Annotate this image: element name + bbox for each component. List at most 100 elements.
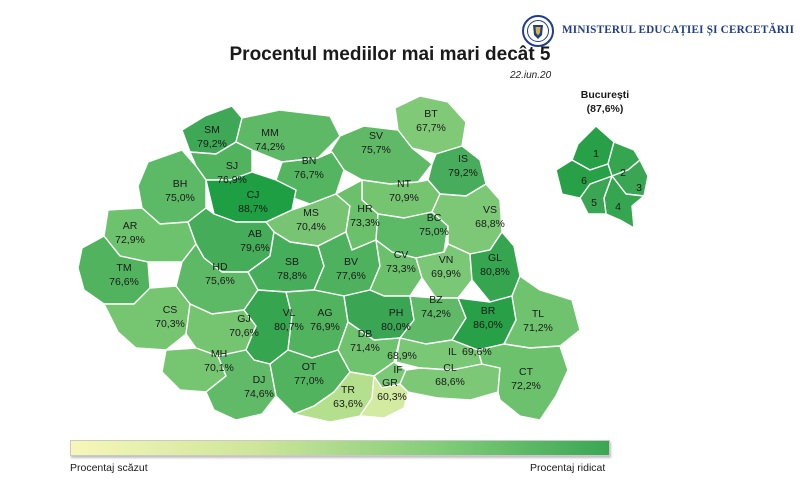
county-code-CT: CT — [519, 366, 534, 378]
county-code-AB: AB — [248, 228, 262, 240]
legend-low-label: Procentaj scăzut — [70, 462, 148, 474]
county-value-DB: 71,4% — [350, 342, 380, 354]
county-code-GJ: GJ — [237, 313, 250, 325]
county-value-IL: 69,6% — [462, 346, 492, 358]
county-value-HD: 75,6% — [205, 275, 235, 287]
county-CT[interactable] — [477, 343, 569, 421]
county-value-BZ: 74,2% — [421, 308, 451, 320]
county-code-IS: IS — [458, 153, 468, 165]
county-value-TR: 63,6% — [333, 398, 363, 410]
county-code-BV: BV — [344, 256, 358, 268]
county-code-TR: TR — [341, 384, 355, 396]
bucharest-inset: 1 2 3 4 5 6 — [555, 125, 649, 229]
county-code-MS: MS — [303, 207, 319, 219]
legend-high-label: Procentaj ridicat — [530, 462, 606, 474]
county-value-CV: 73,3% — [386, 263, 416, 275]
county-code-OT: OT — [302, 361, 317, 373]
bucharest-sector-6[interactable] — [555, 159, 613, 199]
sector-label-5: 5 — [591, 197, 597, 209]
county-code-CJ: CJ — [247, 189, 260, 201]
county-code-VS: VS — [483, 204, 497, 216]
county-TL[interactable] — [503, 275, 581, 349]
county-code-DJ: DJ — [253, 374, 266, 386]
report-date: 22.iun.20 — [510, 70, 552, 81]
county-code-VL: VL — [283, 307, 296, 319]
county-shapes — [77, 95, 581, 423]
county-value-SJ: 76,9% — [217, 174, 247, 186]
county-value-BR: 86,0% — [473, 319, 503, 331]
county-value-VL: 80,7% — [274, 321, 304, 333]
ministry-seal-icon — [522, 15, 554, 47]
county-value-CS: 70,3% — [155, 318, 185, 330]
bucharest-header: București (87,6%) — [565, 88, 645, 116]
county-value-BH: 75,0% — [165, 192, 195, 204]
bucharest-sector-4[interactable] — [603, 175, 645, 229]
county-value-OT: 77,0% — [294, 375, 324, 387]
county-value-PH: 80,0% — [381, 321, 411, 333]
county-code-MH: MH — [211, 348, 227, 360]
county-code-SV: SV — [369, 130, 383, 142]
county-code-MM: MM — [261, 127, 279, 139]
county-value-BV: 77,6% — [336, 270, 366, 282]
county-code-TM: TM — [116, 262, 131, 274]
county-value-SB: 78,8% — [277, 270, 307, 282]
county-value-MH: 70,1% — [204, 362, 234, 374]
county-value-AR: 72,9% — [115, 234, 145, 246]
county-value-IS: 79,2% — [448, 167, 478, 179]
sector-label-1: 1 — [593, 148, 599, 160]
county-value-CT: 72,2% — [511, 380, 541, 392]
county-value-MM: 74,2% — [255, 141, 285, 153]
county-value-DJ: 74,6% — [244, 388, 274, 400]
county-value-IF: 68,9% — [387, 350, 417, 362]
legend-gradient-bar — [70, 440, 610, 456]
sector-label-6: 6 — [581, 175, 587, 187]
county-code-IF: IF — [393, 364, 402, 376]
county-value-SM: 79,2% — [197, 138, 227, 150]
county-code-BN: BN — [302, 155, 317, 167]
county-value-VS: 68,8% — [475, 218, 505, 230]
county-value-AG: 76,9% — [310, 321, 340, 333]
county-code-DB: DB — [358, 328, 373, 340]
county-code-CS: CS — [163, 304, 178, 316]
county-value-GJ: 70,6% — [229, 327, 259, 339]
county-labels: SM 79,2% MM 74,2% BT 67,7% SV 75,7% SJ 7… — [109, 108, 553, 410]
county-code-SM: SM — [204, 124, 220, 136]
county-code-HR: HR — [357, 203, 373, 215]
county-GR[interactable] — [359, 375, 409, 419]
county-code-AR: AR — [123, 220, 138, 232]
county-value-CL: 68,6% — [435, 376, 465, 388]
county-value-BT: 67,7% — [416, 122, 446, 134]
county-code-NT: NT — [397, 178, 412, 190]
county-code-VN: VN — [439, 254, 454, 266]
ministry-name: MINISTERUL EDUCAȚIEI ȘI CERCETĂRII — [562, 24, 795, 36]
county-code-BZ: BZ — [429, 294, 443, 306]
county-code-IL: IL — [448, 346, 457, 358]
county-value-BC: 75,0% — [419, 226, 449, 238]
sector-label-2: 2 — [620, 167, 626, 179]
county-code-CL: CL — [443, 362, 457, 374]
bucharest-title: București — [580, 89, 630, 101]
county-value-TM: 76,6% — [109, 276, 139, 288]
county-code-SB: SB — [285, 256, 299, 268]
county-code-AG: AG — [317, 307, 332, 319]
county-code-GR: GR — [382, 377, 398, 389]
county-code-HD: HD — [212, 261, 228, 273]
county-value-GR: 60,3% — [377, 391, 407, 403]
county-code-TL: TL — [532, 308, 544, 320]
county-code-PH: PH — [389, 307, 404, 319]
county-value-VN: 69,9% — [431, 268, 461, 280]
county-code-CV: CV — [394, 249, 409, 261]
county-code-BR: BR — [481, 305, 496, 317]
county-value-TL: 71,2% — [523, 322, 553, 334]
county-code-BC: BC — [427, 212, 442, 224]
county-code-BT: BT — [424, 108, 438, 120]
county-value-SV: 75,7% — [361, 144, 391, 156]
county-code-BH: BH — [173, 178, 188, 190]
sector-label-3: 3 — [636, 182, 642, 194]
county-value-AB: 79,6% — [240, 242, 270, 254]
county-value-MS: 70,4% — [296, 221, 326, 233]
county-value-BN: 76,7% — [294, 169, 324, 181]
page-title: Procentul mediilor mai mari decât 5 — [229, 44, 551, 65]
ministry-header: MINISTERUL EDUCAȚIEI ȘI CERCETĂRII — [522, 13, 795, 49]
